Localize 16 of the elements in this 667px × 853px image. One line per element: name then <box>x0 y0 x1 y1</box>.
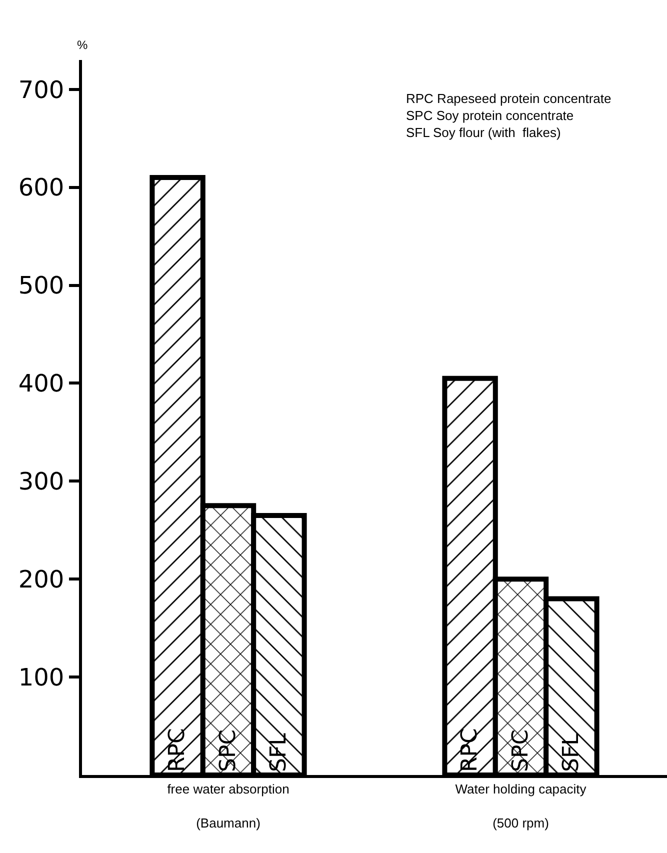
series-label: RPC <box>165 728 190 772</box>
y-tick-label: 300 <box>18 468 64 496</box>
category-label: Water holding capacity (500 rpm) <box>455 782 586 830</box>
y-tick-label: 700 <box>18 76 64 104</box>
y-tick-label: 200 <box>18 566 64 594</box>
category-label: free water absorption (Baumann) <box>167 782 290 830</box>
text: SPC <box>508 729 534 772</box>
y-tick-label: 500 <box>18 272 64 300</box>
y-tick-label: 100 <box>18 663 64 692</box>
text: SFL <box>558 733 584 772</box>
y-tick-label: 400 <box>18 370 64 398</box>
series-label: SPC <box>216 729 241 772</box>
series-label: SFL <box>266 732 292 772</box>
annotation: RPC Rapeseed protein concentrate SPC Soy protein concentrate SFL Soy flour (with flakes) <box>406 91 612 140</box>
y-axis-title: % <box>77 38 88 52</box>
y-tick-label: 600 <box>18 174 64 202</box>
